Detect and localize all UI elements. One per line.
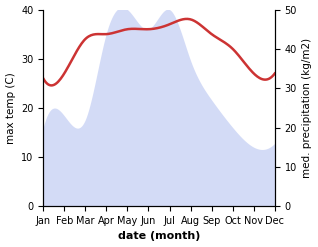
Y-axis label: med. precipitation (kg/m2): med. precipitation (kg/m2) [302,38,313,178]
Y-axis label: max temp (C): max temp (C) [5,72,16,144]
X-axis label: date (month): date (month) [118,231,200,242]
